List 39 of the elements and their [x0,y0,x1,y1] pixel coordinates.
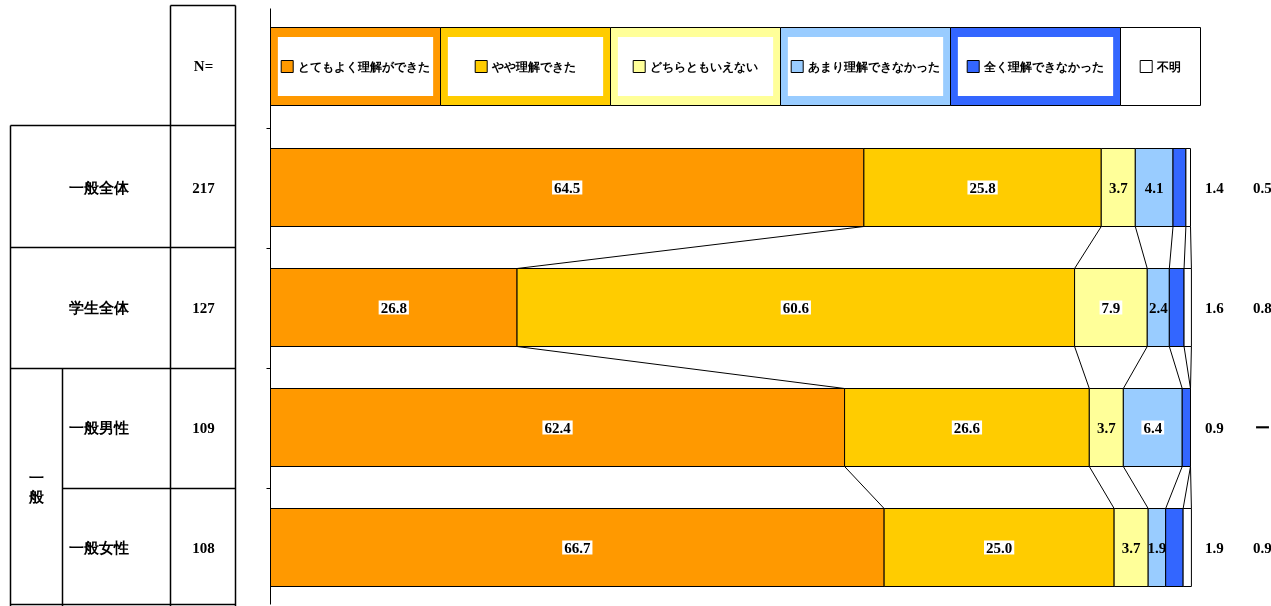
y-tick-label: 学生全体 [68,299,130,316]
data-label: 3.7 [1121,539,1142,556]
legend-label: あまり理解できなかった [807,59,940,74]
legend-label: 全く理解できなかった [982,59,1104,74]
data-label: 0.8 [1252,299,1271,316]
data-label: 0.9 [1205,419,1224,436]
legend-label: どちらともいえない [649,59,758,74]
text: 109 [192,419,215,436]
legend-label: とてもよく理解ができた [297,59,430,74]
data-label: 6.4 [1143,419,1163,436]
text: ー [1254,419,1270,436]
text: N= [193,57,214,74]
data-label: 26.8 [380,299,407,316]
data-label: 1.9 [1205,539,1224,556]
data-label: 26.6 [953,419,981,436]
y-tick-label: 一般男性 [68,419,129,436]
data-label: 0.9 [1252,539,1271,556]
legend-label: やや理解できた [490,59,576,74]
legend-label: 不明 [1155,59,1181,74]
text: 217 [192,179,216,196]
data-label: 4.1 [1144,179,1164,196]
data-label: 2.4 [1148,299,1169,316]
y-tick-label: 一般全体 [68,179,130,196]
data-label: 64.5 [554,179,581,196]
data-label: 25.8 [969,179,996,196]
text: 127 [192,299,216,316]
data-label: 1.6 [1205,299,1225,316]
data-label: 62.4 [544,419,572,436]
data-label: 60.6 [782,299,810,316]
text: 108 [192,539,215,556]
data-label: 25.0 [986,539,1013,556]
y-tick-label: 一般女性 [68,539,129,556]
data-label: 7.9 [1101,299,1121,316]
data-label: 3.7 [1108,179,1129,196]
data-label: 66.7 [564,539,591,556]
data-label: 1.4 [1205,179,1225,196]
data-label: 0.5 [1252,179,1271,196]
data-label: 3.7 [1096,419,1117,436]
text: 一般 [28,469,45,506]
